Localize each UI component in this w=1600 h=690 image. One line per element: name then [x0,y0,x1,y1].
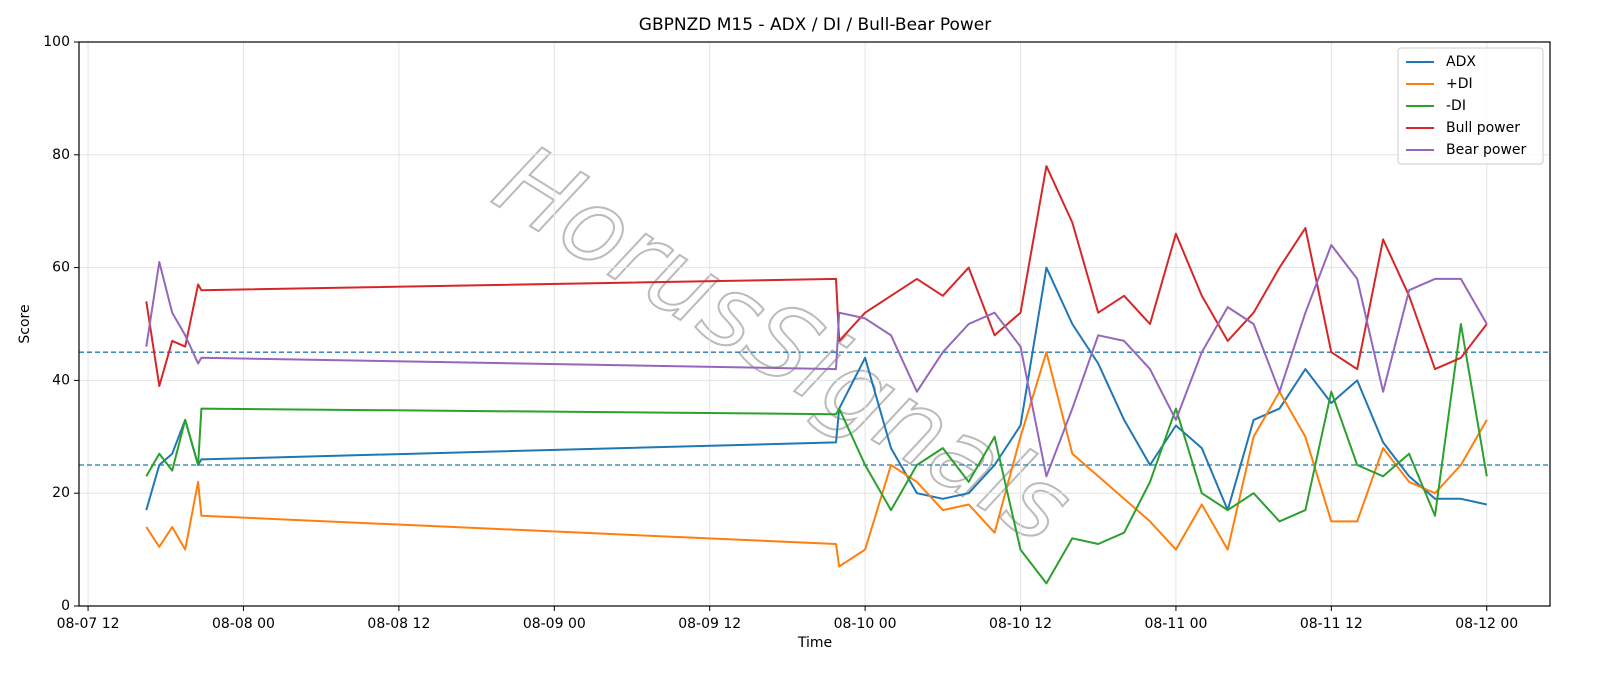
x-tick-label: 08-07 12 [57,616,120,632]
legend-label: +DI [1446,76,1473,92]
x-tick-label: 08-09 00 [523,616,586,632]
x-tick-label: 08-10 00 [834,616,897,632]
x-tick-label: 08-10 12 [989,616,1052,632]
y-tick-label: 0 [61,598,70,614]
plot-frame [78,41,1551,607]
legend-label: Bear power [1446,142,1527,158]
x-tick-label: 08-08 12 [367,616,430,632]
y-tick-label: 100 [43,34,70,50]
series-line [145,323,1488,585]
legend-label: -DI [1446,98,1466,114]
y-tick-label: 40 [52,372,70,388]
y-tick-label: 20 [52,485,70,501]
legend-box [1397,47,1544,165]
chart-title: GBPNZD M15 - ADX / DI / Bull-Bear Power [639,15,991,35]
x-tick-label: 08-08 00 [212,616,275,632]
x-axis-label: Time [797,635,832,651]
legend-label: Bull power [1446,120,1520,136]
x-tick-label: 08-11 12 [1300,616,1363,632]
series-line [145,165,1488,387]
x-tick-label: 08-11 00 [1144,616,1207,632]
y-tick-label: 60 [52,260,70,276]
y-axis-label: Score [17,304,33,343]
legend: ADX +DI -DI Bull power Bear power [1397,47,1544,165]
x-tick-label: 08-12 00 [1455,616,1518,632]
x-tick-label: 08-09 12 [678,616,741,632]
legend-label: ADX [1446,54,1476,70]
series-line [145,351,1488,568]
series-line [145,266,1488,512]
series-line [145,244,1488,478]
y-tick-label: 80 [52,147,70,163]
